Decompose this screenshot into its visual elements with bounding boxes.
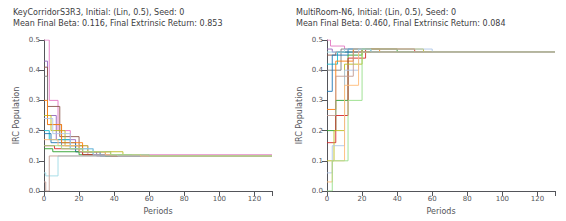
svg-text:120: 120 (248, 195, 261, 203)
svg-text:0.1: 0.1 (29, 157, 40, 165)
svg-text:40: 40 (393, 195, 402, 203)
svg-text:60: 60 (428, 195, 437, 203)
svg-text:80: 80 (463, 195, 472, 203)
svg-text:0: 0 (42, 195, 46, 203)
svg-text:0.2: 0.2 (29, 127, 40, 135)
svg-text:0.4: 0.4 (312, 66, 324, 74)
svg-text:Periods: Periods (143, 207, 172, 216)
svg-text:0.0: 0.0 (29, 187, 40, 195)
svg-text:80: 80 (180, 195, 189, 203)
svg-text:KeyCorridorS3R3, Initial: (Lin: KeyCorridorS3R3, Initial: (Lin, 0.5), Se… (13, 8, 184, 17)
svg-text:0.4: 0.4 (29, 66, 41, 74)
svg-text:100: 100 (496, 195, 509, 203)
svg-text:60: 60 (145, 195, 154, 203)
svg-text:100: 100 (213, 195, 226, 203)
svg-text:IRC Population: IRC Population (295, 87, 304, 145)
svg-text:0: 0 (325, 195, 329, 203)
svg-text:120: 120 (531, 195, 544, 203)
svg-text:0.2: 0.2 (312, 127, 323, 135)
svg-text:0.0: 0.0 (312, 187, 323, 195)
svg-text:0.3: 0.3 (312, 96, 323, 104)
svg-text:0.1: 0.1 (312, 157, 323, 165)
svg-text:20: 20 (358, 195, 367, 203)
svg-text:MultiRoom-N6, Initial: (Lin, 0: MultiRoom-N6, Initial: (Lin, 0.5), Seed:… (296, 8, 456, 17)
svg-text:Mean Final Beta: 0.116, Final: Mean Final Beta: 0.116, Final Extrinsic … (13, 19, 223, 28)
svg-text:Mean Final Beta: 0.460, Final: Mean Final Beta: 0.460, Final Extrinsic … (296, 19, 506, 28)
svg-text:0.5: 0.5 (312, 36, 323, 44)
svg-text:0.5: 0.5 (29, 36, 40, 44)
svg-text:20: 20 (75, 195, 84, 203)
svg-text:40: 40 (110, 195, 119, 203)
svg-text:0.3: 0.3 (29, 96, 40, 104)
svg-text:Periods: Periods (426, 207, 455, 216)
svg-text:IRC Population: IRC Population (12, 87, 21, 145)
